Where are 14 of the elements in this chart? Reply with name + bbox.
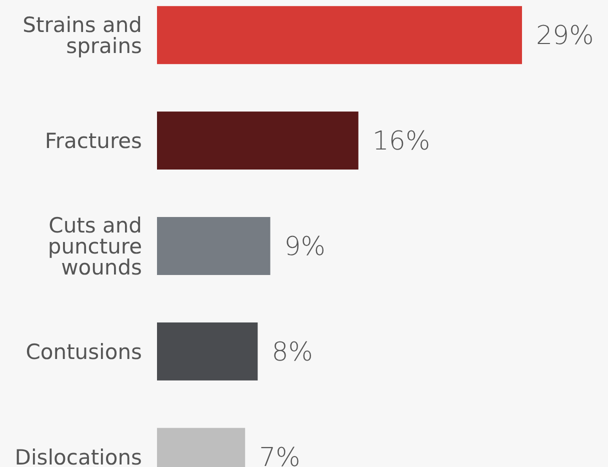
y-tick-label: Cuts and puncture wounds xyxy=(48,213,142,280)
bar xyxy=(157,6,522,64)
y-tick-label: Dislocations xyxy=(14,445,142,467)
y-tick-label: Strains and sprains xyxy=(22,12,142,58)
bar xyxy=(157,217,270,275)
y-tick-label: Fractures xyxy=(44,128,142,153)
bar xyxy=(157,112,358,170)
y-tick-label: Contusions xyxy=(26,340,142,364)
data-label: 9% xyxy=(284,232,326,262)
data-label: 16% xyxy=(372,126,430,157)
data-label: 8% xyxy=(272,338,313,368)
data-label: 7% xyxy=(259,443,300,467)
bar xyxy=(157,322,258,380)
data-label: 29% xyxy=(536,21,594,52)
